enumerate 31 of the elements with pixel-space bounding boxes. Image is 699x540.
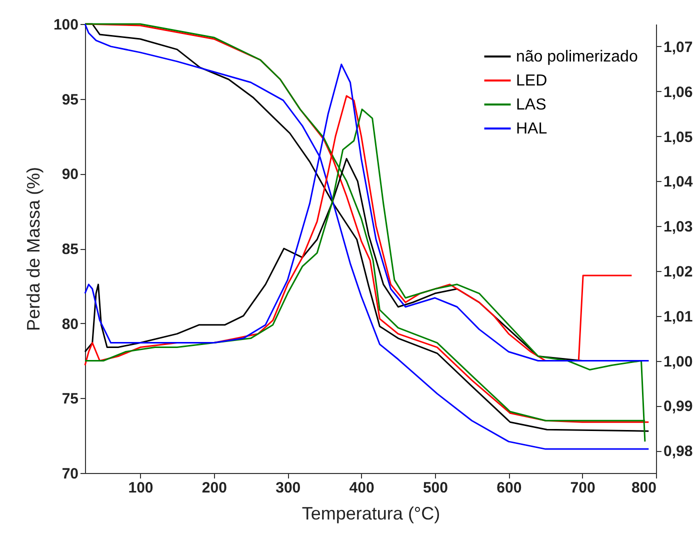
y2-tick-label: 1,01	[664, 308, 693, 326]
x-tick-label: 300	[276, 480, 301, 496]
x-tick-label: 800	[631, 480, 656, 496]
y-tick-label: 80	[62, 316, 78, 333]
legend-label: não polimerizado	[516, 48, 638, 66]
legend-label: LAS	[516, 96, 546, 114]
y2-tick-label: 1,07	[664, 38, 693, 56]
legend-label: HAL	[516, 120, 548, 138]
x-tick-label: 400	[349, 480, 374, 496]
y2-tick-label: 1,05	[664, 128, 693, 146]
y-tick-label: 95	[62, 91, 78, 108]
y-tick-label: 90	[62, 166, 78, 184]
y2-tick-label: 0,98	[664, 443, 693, 460]
x-tick-label: 100	[128, 480, 154, 496]
x-axis-title: Temperatura (°C)	[302, 504, 440, 524]
y2-tick-label: 1,03	[664, 218, 693, 236]
y2-tick-label: 1,00	[664, 353, 693, 370]
x-tick-label: 600	[496, 480, 522, 496]
x-tick-label: 200	[202, 480, 227, 496]
y2-tick-label: 1,04	[664, 174, 694, 191]
y-tick-label: 100	[53, 16, 78, 34]
y-tick-label: 70	[62, 466, 78, 482]
y-axis-title: Perda de Massa (%)	[23, 166, 44, 332]
x-tick-label: 500	[422, 480, 448, 496]
y-tick-label: 75	[62, 390, 78, 408]
y-tick-label: 85	[62, 241, 78, 258]
x-tick-label: 700	[570, 480, 596, 496]
y2-tick-label: 1,06	[664, 84, 693, 101]
y2-tick-label: 1,02	[664, 263, 693, 280]
legend-label: LED	[516, 72, 548, 90]
y2-tick-label: 0,99	[664, 398, 693, 416]
